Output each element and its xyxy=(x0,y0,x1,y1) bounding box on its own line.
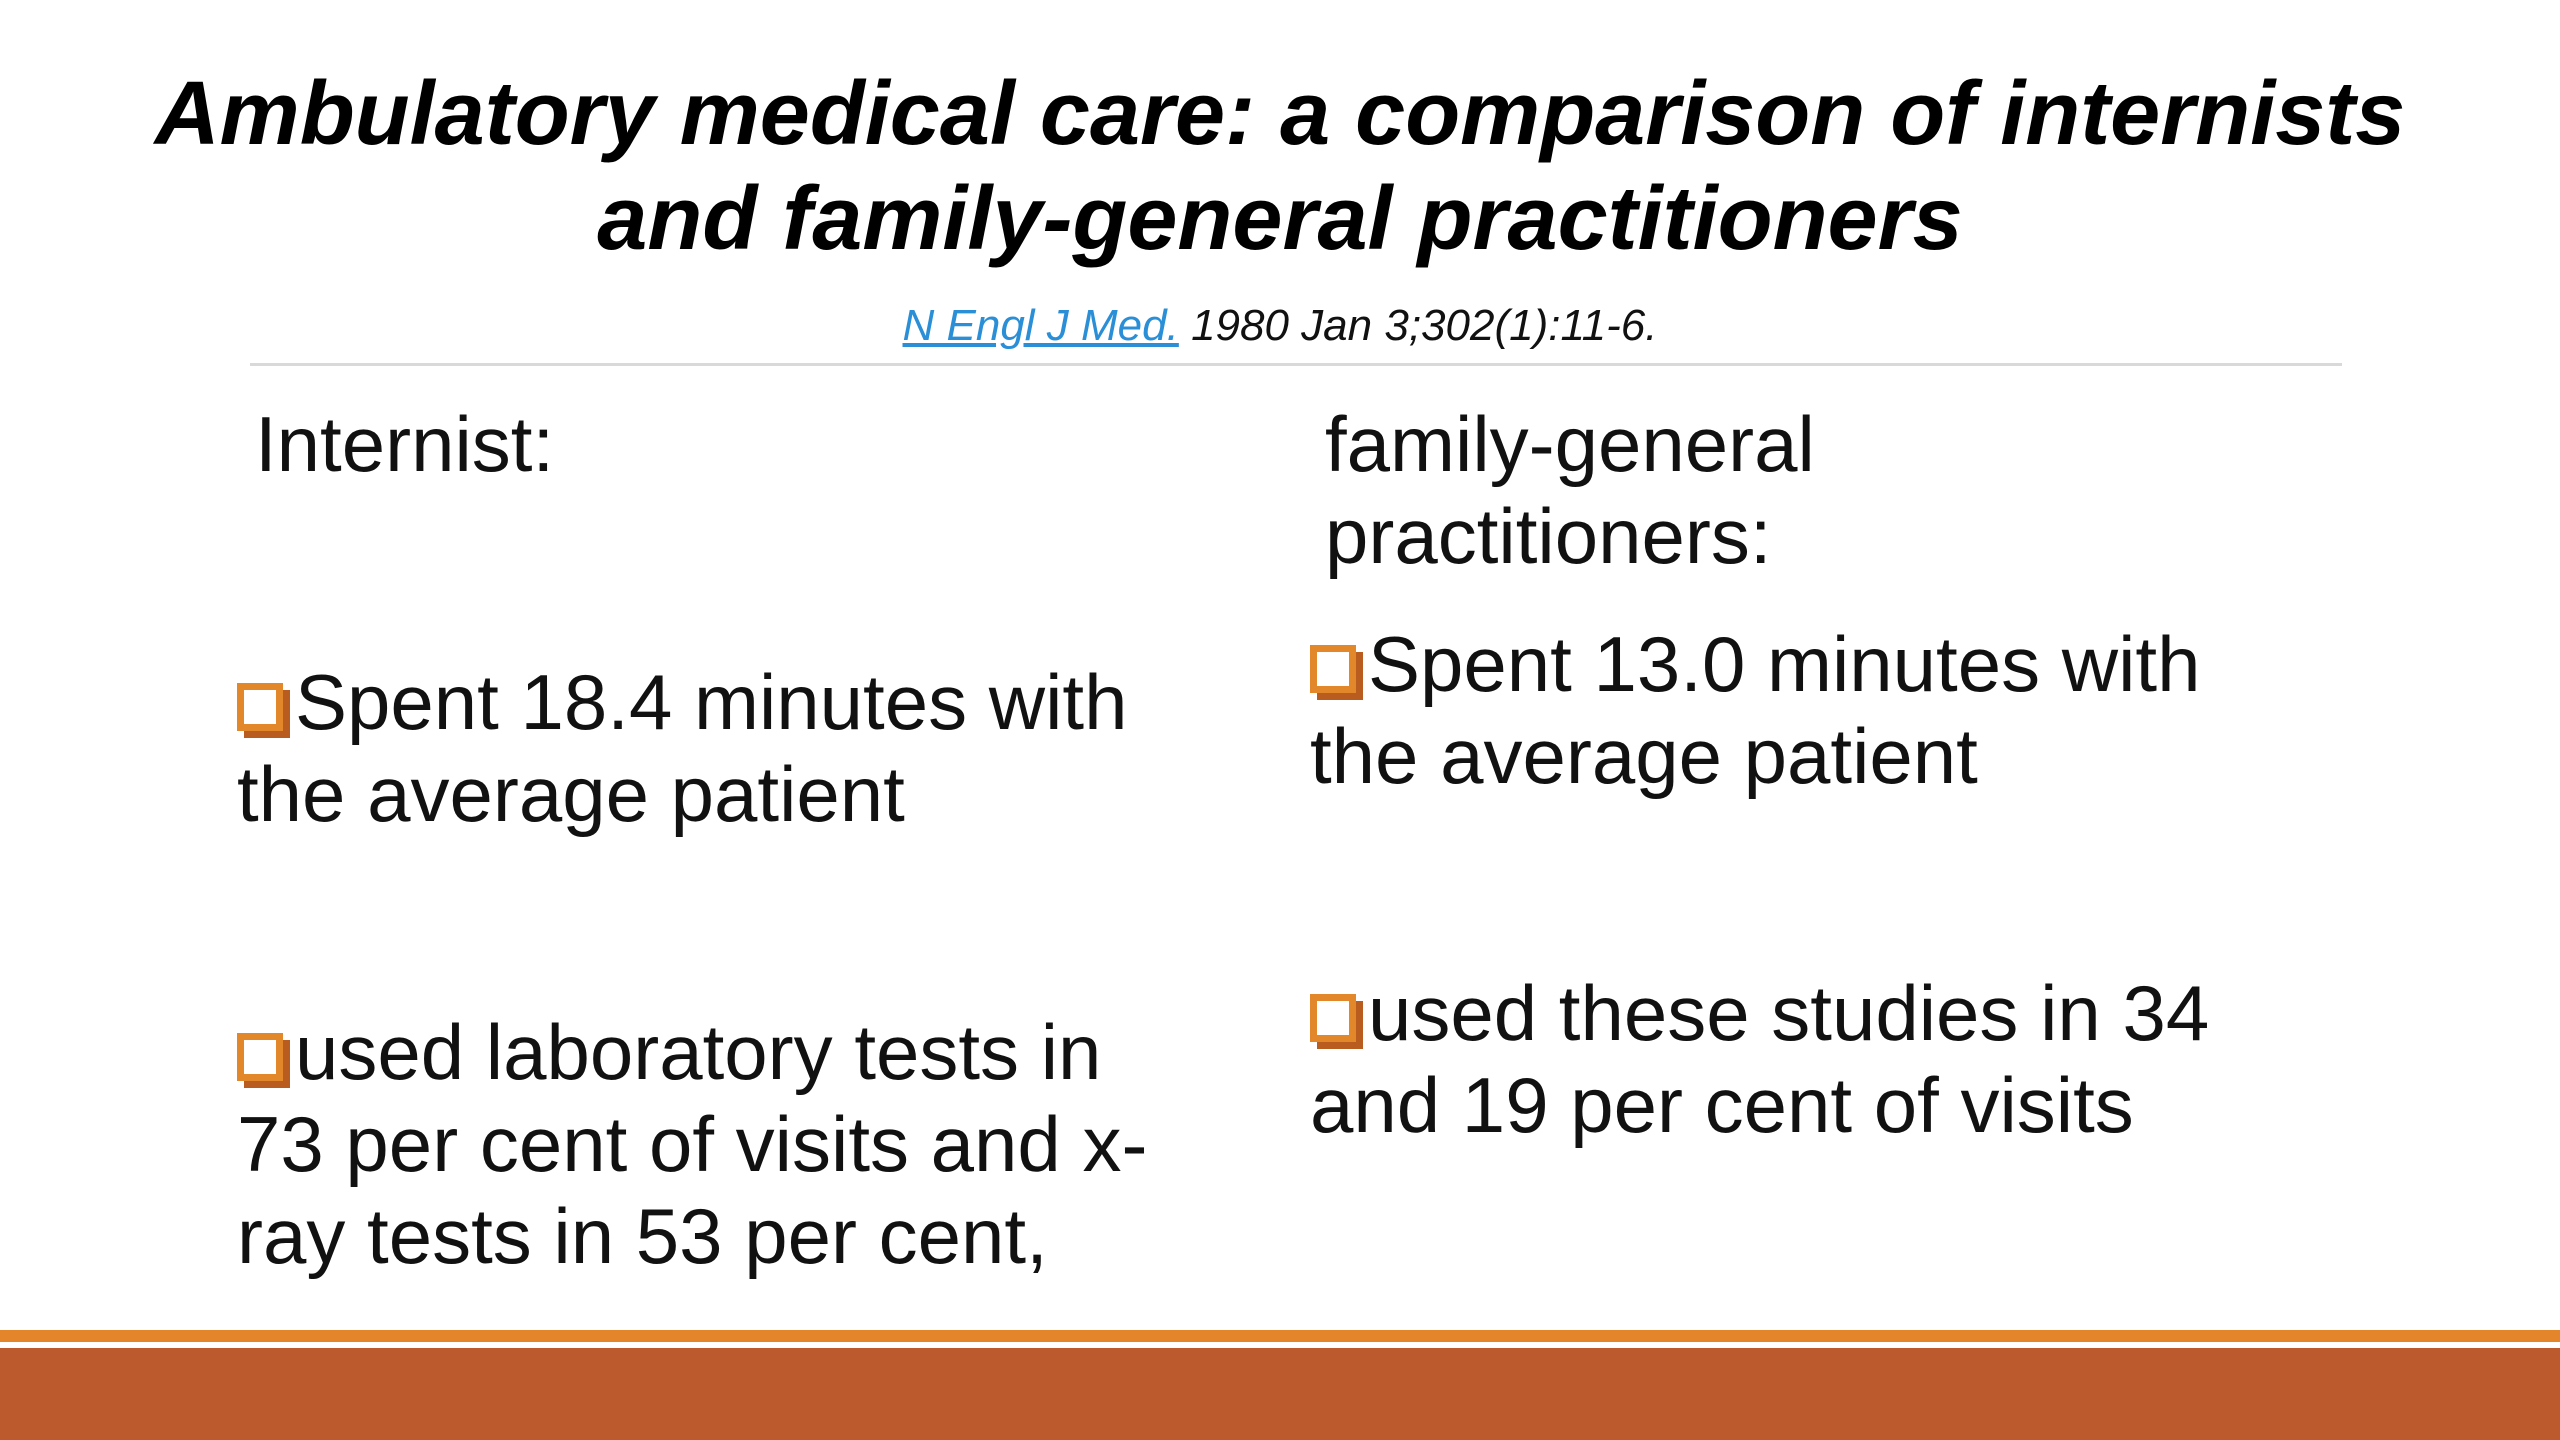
journal-link[interactable]: N Engl J Med. xyxy=(902,301,1179,350)
bullet-line: Spent 13.0 minutes with xyxy=(1310,618,2200,710)
bullet-line: used these studies in 34 xyxy=(1310,967,2209,1059)
bullet-line: used laboratory tests in xyxy=(237,1006,1147,1098)
bullet-text: used these studies in 34 xyxy=(1368,969,2210,1057)
hollow-square-bullet-icon xyxy=(237,1033,283,1081)
practitioner-time-bullet: Spent 13.0 minutes with the average pati… xyxy=(1310,618,2200,802)
bullet-line: and 19 per cent of visits xyxy=(1310,1061,2134,1149)
practitioners-heading: family-general practitioners: xyxy=(1325,398,1815,582)
practitioners-heading-line-1: family-general xyxy=(1325,400,1815,488)
internist-time-bullet: Spent 18.4 minutes with the average pati… xyxy=(237,656,1127,840)
hollow-square-bullet-icon xyxy=(237,683,283,731)
hollow-square-bullet-icon xyxy=(1310,645,1356,693)
bullet-line: 73 per cent of visits and x- xyxy=(237,1100,1148,1188)
slide-title: Ambulatory medical care: a comparison of… xyxy=(0,62,2560,272)
practitioners-heading-line-2: practitioners: xyxy=(1325,492,1772,580)
bullet-line: Spent 18.4 minutes with xyxy=(237,656,1127,748)
title-line-2: and family-general practitioners xyxy=(597,169,1963,269)
bullet-line: the average patient xyxy=(1310,712,1978,800)
hollow-square-bullet-icon xyxy=(1310,994,1356,1042)
bullet-line: ray tests in 53 per cent, xyxy=(237,1192,1048,1280)
bullet-text: Spent 13.0 minutes with xyxy=(1368,620,2201,708)
citation: N Engl J Med. 1980 Jan 3;302(1):11-6. xyxy=(0,296,2560,356)
title-line-1: Ambulatory medical care: a comparison of… xyxy=(154,64,2406,164)
title-divider xyxy=(250,363,2342,366)
footer-band xyxy=(0,1348,2560,1440)
citation-details: 1980 Jan 3;302(1):11-6. xyxy=(1178,301,1658,350)
bullet-text: used laboratory tests in xyxy=(295,1008,1102,1096)
internist-tests-bullet: used laboratory tests in 73 per cent of … xyxy=(237,1006,1147,1282)
internist-heading: Internist: xyxy=(255,400,555,488)
bullet-text: Spent 18.4 minutes with xyxy=(295,658,1128,746)
bullet-line: the average patient xyxy=(237,750,905,838)
practitioner-studies-bullet: used these studies in 34 and 19 per cent… xyxy=(1310,967,2209,1151)
footer-accent-stripe xyxy=(0,1330,2560,1342)
